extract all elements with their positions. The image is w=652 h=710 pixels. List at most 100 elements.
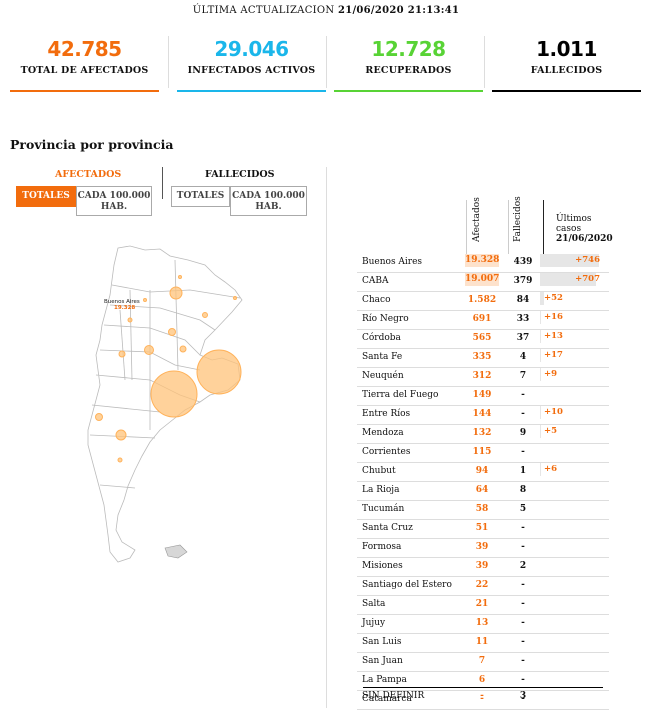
province-border: [119, 309, 126, 381]
table-row: San Juan 7 -: [357, 653, 609, 672]
deaths-count: -: [521, 618, 525, 628]
table-footer-row: SIN DEFINIR - 3: [357, 688, 609, 706]
deaths-count: -: [521, 599, 525, 609]
province-name: Formosa: [362, 542, 402, 552]
latest-cases: [540, 672, 544, 685]
stat-label: RECUPERADOS: [365, 65, 452, 76]
deaths-per-100k-button[interactable]: CADA 100.000 HAB.: [230, 186, 307, 216]
province-name: Tucumán: [362, 504, 405, 514]
last-update-time: 21/06/2020 21:13:41: [337, 5, 460, 16]
footer-affected: -: [480, 691, 484, 701]
affected-count: 565: [472, 333, 492, 343]
affected-count: 58: [475, 504, 489, 514]
province-name: Córdoba: [362, 333, 401, 343]
footer-name: SIN DEFINIR: [362, 691, 425, 701]
affected-count: 7: [478, 656, 486, 666]
deaths-count: -: [521, 390, 525, 400]
stats-row: 42.785 TOTAL DE AFECTADOS 29.046 INFECTA…: [10, 37, 641, 92]
affected-per-100k-button[interactable]: CADA 100.000 HAB.: [76, 186, 152, 216]
affected-count: 335: [472, 352, 492, 362]
latest-cases: [540, 387, 544, 400]
province-name: San Luis: [362, 637, 402, 647]
affected-count: 149: [472, 390, 492, 400]
affected-count: -: [480, 694, 484, 704]
footer-deaths: 3: [519, 691, 527, 701]
col-header-deaths: Fallecidos: [513, 196, 523, 242]
province-name: Entre Ríos: [362, 409, 411, 419]
affected-count: 19.328: [465, 254, 500, 267]
divider: [363, 687, 603, 688]
province-border: [91, 404, 161, 413]
latest-cases: +707: [540, 273, 604, 286]
table-row: Santa Fe 335 4 +17: [357, 349, 609, 368]
latest-cases: [540, 444, 544, 457]
affected-count: 19.007: [465, 273, 500, 286]
latest-cases: +746: [540, 254, 604, 267]
latest-cases: [540, 520, 544, 533]
tierra-del-fuego: [164, 544, 188, 559]
table-row: Tucumán 58 5: [357, 501, 609, 520]
latest-cases: [540, 596, 544, 609]
stat-value: 42.785: [47, 37, 122, 61]
affected-count: 691: [472, 314, 492, 324]
affected-count: 39: [475, 561, 489, 571]
divider: [168, 36, 169, 88]
divider: [326, 167, 327, 708]
stat-recovered: 12.728 RECUPERADOS: [334, 38, 483, 92]
province-name: Neuquén: [362, 371, 404, 381]
province-name: La Pampa: [362, 675, 407, 685]
stat-value: 12.728: [371, 37, 446, 61]
affected-count: 22: [475, 580, 489, 590]
divider: [326, 36, 327, 88]
province-name: Catamarca: [362, 694, 412, 704]
bubble-la-rioja: [127, 317, 133, 323]
col-header-latest-date: 21/06/2020: [556, 234, 613, 244]
province-name: San Juan: [362, 656, 403, 666]
table-row: San Luis 11 -: [357, 634, 609, 653]
deaths-count: 84: [516, 295, 530, 305]
affected-totals-button[interactable]: TOTALES: [16, 186, 76, 207]
province-border: [109, 304, 216, 331]
affected-count: 132: [472, 428, 492, 438]
table-row: Chaco 1.582 84 +52: [357, 292, 609, 311]
bubble-chaco: [169, 286, 183, 300]
last-update: ÚLTIMA ACTUALIZACION 21/06/2020 21:13:41: [0, 5, 652, 16]
deaths-count: 9: [519, 428, 527, 438]
province-name: Santa Fe: [362, 352, 403, 362]
province-name: Tierra del Fuego: [362, 390, 439, 400]
province-name: Chaco: [362, 295, 391, 305]
affected-count: 312: [472, 371, 492, 381]
latest-cases: [540, 634, 544, 647]
province-name: Río Negro: [362, 314, 409, 324]
stat-label: FALLECIDOS: [530, 65, 603, 76]
province-border: [99, 484, 136, 489]
deaths-filter-title: FALLECIDOS: [205, 169, 275, 180]
divider: [484, 36, 485, 88]
latest-cases: +9: [540, 368, 606, 381]
deaths-count: 2: [519, 561, 527, 571]
province-border: [103, 324, 201, 356]
deaths-count: -: [521, 542, 525, 552]
deaths-count: 33: [516, 314, 530, 324]
latest-cases: +10: [540, 406, 606, 419]
bubble-cordoba: [144, 345, 154, 355]
affected-count: 11: [475, 637, 489, 647]
affected-count: 94: [475, 466, 489, 476]
latest-cases: [540, 539, 544, 552]
table-row: Salta 21 -: [357, 596, 609, 615]
latest-cases: +52: [540, 292, 606, 305]
affected-count: 64: [475, 485, 489, 495]
table-row: Jujuy 13 -: [357, 615, 609, 634]
stat-value: 1.011: [536, 37, 597, 61]
bubble-misiones: [233, 296, 237, 300]
province-border: [174, 259, 179, 371]
latest-cases: +5: [540, 425, 606, 438]
deaths-totals-button[interactable]: TOTALES: [171, 186, 230, 207]
province-name: Jujuy: [362, 618, 386, 628]
province-name: Misiones: [362, 561, 403, 571]
table-row: La Pampa 6 -: [357, 672, 609, 691]
last-update-label: ÚLTIMA ACTUALIZACION: [192, 5, 335, 16]
deaths-count: 1: [519, 466, 527, 476]
affected-count: 51: [475, 523, 489, 533]
table-row: Río Negro 691 33 +16: [357, 311, 609, 330]
